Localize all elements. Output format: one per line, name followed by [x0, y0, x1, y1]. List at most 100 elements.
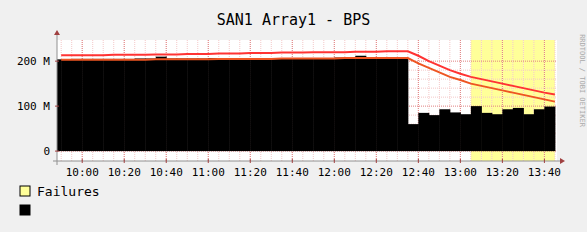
area-step — [114, 59, 125, 151]
failure-band — [523, 40, 534, 161]
x-tick-label: 13:20 — [486, 166, 519, 179]
background — [0, 0, 587, 232]
area-step — [292, 58, 303, 151]
area-step — [471, 106, 482, 151]
x-tick-label: 11:20 — [234, 166, 267, 179]
x-tick-label: 10:20 — [108, 166, 141, 179]
x-tick-label: 13:00 — [444, 166, 477, 179]
area-step — [397, 58, 408, 151]
y-tick-label: 100 M — [17, 100, 50, 113]
x-tick-label: 10:00 — [66, 166, 99, 179]
area-step — [198, 58, 209, 151]
area-step — [408, 124, 419, 151]
failure-band — [513, 40, 524, 161]
area-step — [523, 114, 534, 151]
x-tick-label: 10:40 — [150, 166, 183, 179]
x-tick — [208, 159, 209, 163]
area-step — [72, 59, 83, 151]
area-step — [534, 109, 545, 151]
x-tick — [250, 159, 251, 163]
failure-band — [471, 40, 482, 161]
area-step — [324, 58, 335, 151]
failure-band — [481, 40, 492, 161]
bound-line — [61, 58, 555, 102]
x-tick-label: 11:00 — [192, 166, 225, 179]
area-step — [61, 59, 72, 151]
y-tick — [55, 106, 59, 107]
x-tick — [124, 159, 125, 163]
area-step — [334, 58, 345, 152]
legend-label: Failures — [37, 184, 100, 199]
area-step — [82, 59, 93, 151]
area-step — [261, 58, 272, 151]
legend: Failures — [20, 184, 100, 215]
failure-band — [492, 40, 503, 161]
area-step — [366, 58, 377, 152]
x-tick-label: 11:40 — [276, 166, 309, 179]
area-step — [93, 59, 104, 151]
area-step — [418, 113, 429, 151]
area-step — [345, 58, 356, 152]
x-tick — [460, 159, 461, 163]
area-step — [492, 114, 503, 151]
area-step — [219, 58, 230, 151]
y-tick-label: 200 M — [17, 55, 50, 68]
area-step — [282, 58, 293, 151]
area-step — [187, 58, 198, 151]
data-group — [471, 40, 555, 161]
area-step — [103, 59, 114, 151]
x-tick — [544, 159, 545, 163]
area-step — [513, 108, 524, 151]
x-tick — [502, 159, 503, 163]
watermark: RRDTOOL / TOBI OETIKER — [578, 34, 586, 128]
x-tick — [166, 159, 167, 163]
area-step — [229, 58, 240, 151]
legend-swatch — [20, 205, 30, 215]
area-step — [145, 58, 156, 151]
area-step — [240, 58, 251, 151]
area-step — [460, 114, 471, 151]
grid — [57, 40, 557, 161]
data-group — [57, 51, 555, 151]
area-step — [177, 58, 188, 151]
area-step — [303, 58, 314, 151]
title: SAN1 Array1 - BPS — [217, 11, 371, 29]
area-step — [208, 58, 219, 151]
x-tick-label: 13:40 — [528, 166, 561, 179]
y-axis — [57, 35, 58, 165]
y-tick-label: 0 — [43, 145, 50, 158]
x-tick — [418, 159, 419, 163]
area-step — [502, 109, 513, 151]
area-step — [439, 109, 450, 151]
area-step — [135, 58, 146, 151]
area-step — [313, 58, 324, 151]
area-step — [376, 58, 387, 151]
failure-band — [534, 40, 545, 161]
x-tick — [376, 159, 377, 163]
area-step — [355, 56, 366, 151]
chart: SAN1 Array1 - BPS RRDTOOL / TOBI OETIKER 1… — [0, 0, 587, 232]
x-tick — [292, 159, 293, 163]
area-step — [387, 58, 398, 151]
plot-area — [57, 40, 557, 161]
area-step — [57, 59, 62, 151]
area-step — [450, 112, 461, 151]
x-tick — [334, 159, 335, 163]
area-step — [250, 58, 261, 151]
x-axis-arrow — [560, 158, 565, 164]
y-tick — [55, 151, 59, 152]
area-step — [271, 58, 282, 151]
area-step — [124, 59, 135, 151]
x-tick — [82, 159, 83, 163]
y-tick — [55, 61, 59, 62]
area-step — [166, 58, 177, 151]
y-axis-arrow — [54, 30, 60, 35]
x-tick-label: 12:40 — [402, 166, 435, 179]
area-step — [544, 107, 555, 152]
failure-band — [502, 40, 513, 161]
area-step — [156, 57, 167, 151]
area-step — [481, 113, 492, 151]
x-axis — [53, 161, 560, 162]
legend-swatch — [20, 186, 30, 196]
area-step — [429, 115, 440, 151]
